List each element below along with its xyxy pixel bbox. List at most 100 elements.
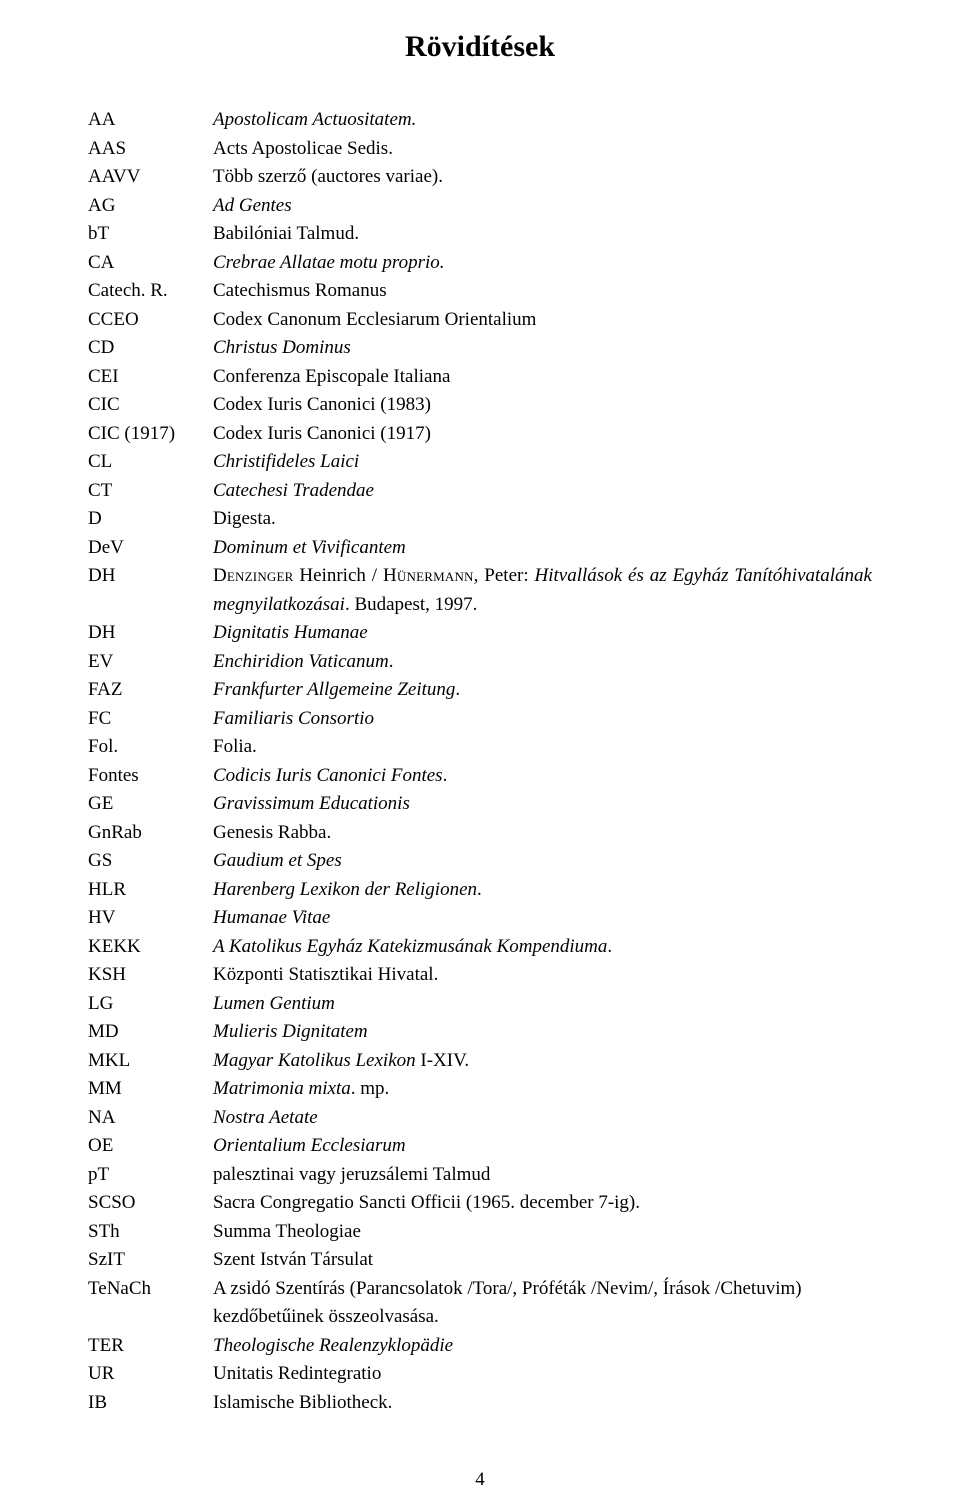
abbr-description: Catechismus Romanus — [213, 277, 872, 306]
abbr-description: Acts Apostolicae Sedis. — [213, 135, 872, 164]
abbr-description: palesztinai vagy jeruzsálemi Talmud — [213, 1161, 872, 1190]
abbr-row: URUnitatis Redintegratio — [88, 1360, 872, 1389]
abbr-row: AAApostolicam Actuositatem. — [88, 106, 872, 135]
abbr-row: AASActs Apostolicae Sedis. — [88, 135, 872, 164]
abbr-code: CA — [88, 249, 213, 278]
abbr-row: MKLMagyar Katolikus Lexikon I-XIV. — [88, 1047, 872, 1076]
abbr-code: CEI — [88, 363, 213, 392]
abbr-row: CDChristus Dominus — [88, 334, 872, 363]
abbr-row: CICCodex Iuris Canonici (1983) — [88, 391, 872, 420]
abbr-row: CACrebrae Allatae motu proprio. — [88, 249, 872, 278]
abbr-row: AGAd Gentes — [88, 192, 872, 221]
abbr-code: SzIT — [88, 1246, 213, 1275]
abbr-code: Catech. R. — [88, 277, 213, 306]
abbr-code: NA — [88, 1104, 213, 1133]
abbr-row: pTpalesztinai vagy jeruzsálemi Talmud — [88, 1161, 872, 1190]
abbr-code: SCSO — [88, 1189, 213, 1218]
abbr-description: Theologische Realenzyklopädie — [213, 1332, 872, 1361]
abbr-row: EVEnchiridion Vaticanum. — [88, 648, 872, 677]
abbr-row: TERTheologische Realenzyklopädie — [88, 1332, 872, 1361]
abbr-description: Catechesi Tradendae — [213, 477, 872, 506]
abbr-description: Sacra Congregatio Sancti Officii (1965. … — [213, 1189, 872, 1218]
abbr-code: KEKK — [88, 933, 213, 962]
abbr-code: HLR — [88, 876, 213, 905]
abbr-row: GS Gaudium et Spes — [88, 847, 872, 876]
abbr-description: Digesta. — [213, 505, 872, 534]
abbr-row: Fol.Folia. — [88, 733, 872, 762]
abbr-code: FAZ — [88, 676, 213, 705]
abbr-row: DHDignitatis Humanae — [88, 619, 872, 648]
abbreviations-list: AAApostolicam Actuositatem.AASActs Apost… — [88, 106, 872, 1417]
abbr-code: D — [88, 505, 213, 534]
abbr-description: Szent István Társulat — [213, 1246, 872, 1275]
abbr-code: Fontes — [88, 762, 213, 791]
abbr-row: FCFamiliaris Consortio — [88, 705, 872, 734]
abbr-code: GE — [88, 790, 213, 819]
abbr-description: Codex Iuris Canonici (1983) — [213, 391, 872, 420]
abbr-row: CTCatechesi Tradendae — [88, 477, 872, 506]
abbr-row: GnRabGenesis Rabba. — [88, 819, 872, 848]
abbr-description: Ad Gentes — [213, 192, 872, 221]
abbr-row: IBIslamische Bibliotheck. — [88, 1389, 872, 1418]
abbr-code: DH — [88, 619, 213, 648]
abbr-description: Több szerző (auctores variae). — [213, 163, 872, 192]
abbr-description: Crebrae Allatae motu proprio. — [213, 249, 872, 278]
abbr-description: Codex Iuris Canonici (1917) — [213, 420, 872, 449]
abbr-description: Gaudium et Spes — [213, 847, 872, 876]
abbr-code: AAS — [88, 135, 213, 164]
abbr-row: GEGravissimum Educationis — [88, 790, 872, 819]
abbr-description: Apostolicam Actuositatem. — [213, 106, 872, 135]
abbr-code: CT — [88, 477, 213, 506]
abbr-code: MM — [88, 1075, 213, 1104]
abbr-description: Islamische Bibliotheck. — [213, 1389, 872, 1418]
abbr-code: STh — [88, 1218, 213, 1247]
abbr-code: IB — [88, 1389, 213, 1418]
abbr-description: Dominum et Vivificantem — [213, 534, 872, 563]
abbr-row: NANostra Aetate — [88, 1104, 872, 1133]
abbr-row: SCSOSacra Congregatio Sancti Officii (19… — [88, 1189, 872, 1218]
abbr-description: Matrimonia mixta. mp. — [213, 1075, 872, 1104]
abbr-code: MD — [88, 1018, 213, 1047]
abbr-row: DHDenzinger Heinrich / Hünermann, Peter:… — [88, 562, 872, 619]
abbr-row: SzITSzent István Társulat — [88, 1246, 872, 1275]
abbr-row: CLChristifideles Laici — [88, 448, 872, 477]
abbr-code: CD — [88, 334, 213, 363]
abbr-description: Familiaris Consortio — [213, 705, 872, 734]
abbr-row: bTBabilóniai Talmud. — [88, 220, 872, 249]
abbr-description: Humanae Vitae — [213, 904, 872, 933]
abbr-description: Harenberg Lexikon der Religionen. — [213, 876, 872, 905]
abbr-description: Babilóniai Talmud. — [213, 220, 872, 249]
abbr-description: Christus Dominus — [213, 334, 872, 363]
abbr-description: Genesis Rabba. — [213, 819, 872, 848]
abbr-description: A Katolikus Egyház Katekizmusának Kompen… — [213, 933, 872, 962]
abbr-code: FC — [88, 705, 213, 734]
abbr-description: Orientalium Ecclesiarum — [213, 1132, 872, 1161]
page-number: 4 — [0, 1469, 960, 1491]
abbr-row: KEKKA Katolikus Egyház Katekizmusának Ko… — [88, 933, 872, 962]
abbr-row: HVHumanae Vitae — [88, 904, 872, 933]
abbr-code: DeV — [88, 534, 213, 563]
abbr-code: TER — [88, 1332, 213, 1361]
abbr-description: Mulieris Dignitatem — [213, 1018, 872, 1047]
abbr-row: FAZFrankfurter Allgemeine Zeitung. — [88, 676, 872, 705]
abbr-code: LG — [88, 990, 213, 1019]
abbr-row: LGLumen Gentium — [88, 990, 872, 1019]
abbr-code: CIC (1917) — [88, 420, 213, 449]
abbr-code: AG — [88, 192, 213, 221]
abbr-row: Catech. R.Catechismus Romanus — [88, 277, 872, 306]
abbr-code: bT — [88, 220, 213, 249]
abbr-description: Summa Theologiae — [213, 1218, 872, 1247]
abbr-row: OEOrientalium Ecclesiarum — [88, 1132, 872, 1161]
abbr-description: Conferenza Episcopale Italiana — [213, 363, 872, 392]
abbr-row: HLRHarenberg Lexikon der Religionen. — [88, 876, 872, 905]
abbr-description: Codicis Iuris Canonici Fontes. — [213, 762, 872, 791]
abbr-code: GS — [88, 847, 213, 876]
abbr-code: TeNaCh — [88, 1275, 213, 1304]
abbr-code: MKL — [88, 1047, 213, 1076]
abbr-row: TeNaChA zsidó Szentírás (Parancsolatok /… — [88, 1275, 872, 1332]
abbr-description: Folia. — [213, 733, 872, 762]
abbr-code: CCEO — [88, 306, 213, 335]
abbr-description: Dignitatis Humanae — [213, 619, 872, 648]
abbr-description: Nostra Aetate — [213, 1104, 872, 1133]
page-title: Rövidítések — [88, 30, 872, 64]
